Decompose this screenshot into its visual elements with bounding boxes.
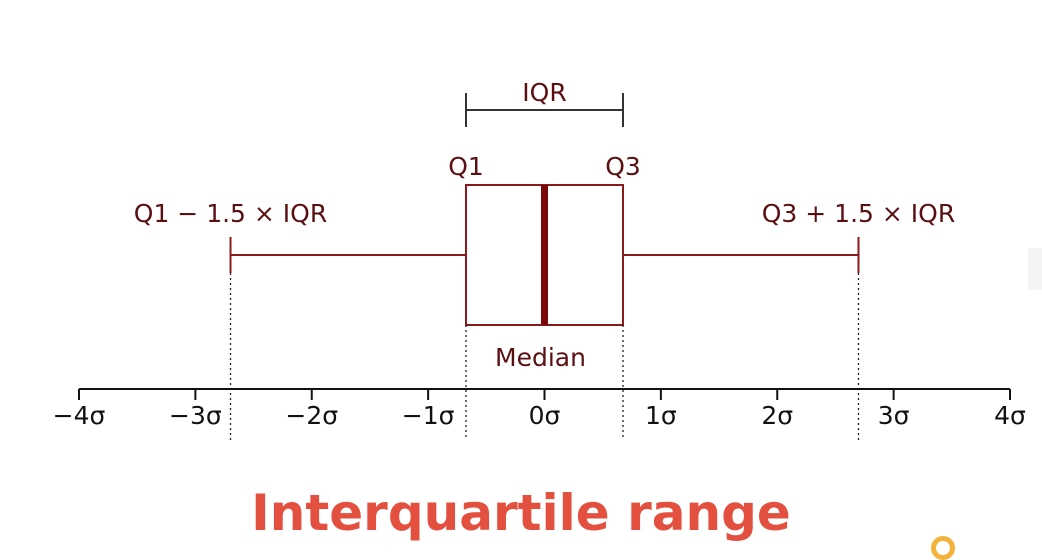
x-tick-label: −4σ (53, 401, 106, 430)
lower-fence-label: Q1 − 1.5 × IQR (134, 199, 327, 228)
x-tick-label: −3σ (169, 401, 222, 430)
iqr-bracket (465, 93, 624, 127)
iqr-label: IQR (522, 78, 566, 107)
page-title: Interquartile range (251, 484, 791, 542)
edge-panel (1028, 248, 1042, 290)
x-tick-label: 3σ (878, 401, 910, 430)
upper-fence-label: Q3 + 1.5 × IQR (762, 199, 955, 228)
q3-label: Q3 (605, 152, 641, 181)
iqr-boxplot-diagram: IQR Q1 Q3 Q1 − 1.5 × IQR Q3 + 1.5 × IQR … (53, 78, 1026, 440)
median-label: Median (495, 343, 586, 372)
x-tick-label: 4σ (994, 401, 1026, 430)
ring-icon (931, 536, 955, 560)
x-tick-label: 1σ (645, 401, 677, 430)
x-tick-label: −1σ (402, 401, 455, 430)
x-axis-ticks: −4σ −3σ −2σ −1σ 0σ 1σ 2σ 3σ 4σ (53, 389, 1026, 430)
q1-label: Q1 (448, 152, 484, 181)
x-tick-label: −2σ (285, 401, 338, 430)
x-tick-label: 0σ (529, 401, 561, 430)
x-tick-label: 2σ (761, 401, 793, 430)
